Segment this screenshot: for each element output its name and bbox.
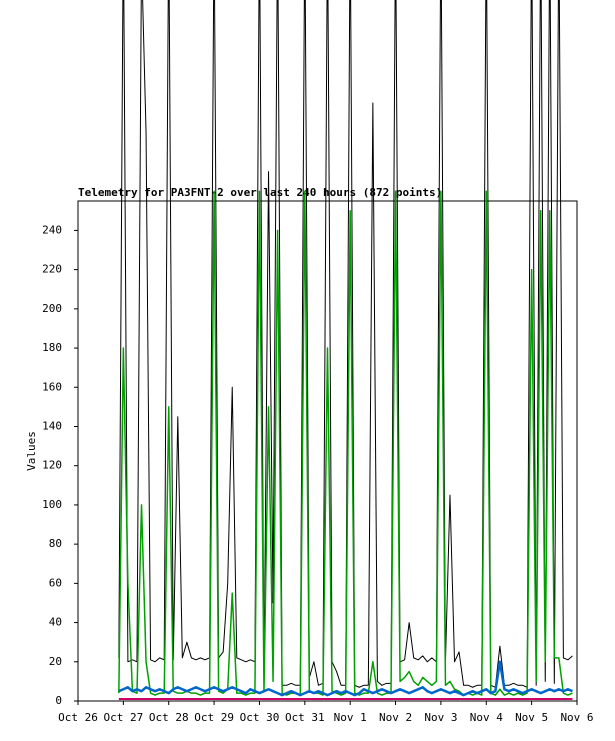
y-tick-label: 100: [42, 498, 62, 511]
plot-frame: [77, 200, 578, 702]
series-line: [118, 0, 573, 688]
y-axis-label: Values: [25, 431, 38, 471]
x-tick-label: Nov 5: [515, 711, 548, 724]
x-tick-label: Oct 27: [103, 711, 143, 724]
y-tick-label: 80: [49, 537, 62, 550]
y-tick-label: 200: [42, 302, 62, 315]
y-tick-label: 120: [42, 459, 62, 472]
x-tick-label: Nov 4: [470, 711, 503, 724]
x-tick-label: Oct 26: [58, 711, 98, 724]
x-tick-label: Oct 30: [240, 711, 280, 724]
y-tick-label: 20: [49, 655, 62, 668]
x-tick-label: Nov 2: [379, 711, 412, 724]
y-tick-label: 0: [55, 694, 62, 707]
x-tick-label: Nov 3: [424, 711, 457, 724]
series-line: [118, 190, 573, 696]
y-tick-label: 180: [42, 341, 62, 354]
x-tick-label: Oct 31: [285, 711, 325, 724]
y-tick-label: 140: [42, 419, 62, 432]
y-tick-label: 160: [42, 380, 62, 393]
x-tick-label: Oct 28: [149, 711, 189, 724]
x-tick-label: Oct 29: [194, 711, 234, 724]
x-tick-label: Nov 1: [334, 711, 367, 724]
series-line: [118, 660, 573, 697]
x-tick-label: Nov 6: [560, 711, 593, 724]
y-tick-label: 240: [42, 223, 62, 236]
y-tick-label: 60: [49, 576, 62, 589]
y-tick-label: 40: [49, 616, 62, 629]
y-tick-label: 220: [42, 263, 62, 276]
